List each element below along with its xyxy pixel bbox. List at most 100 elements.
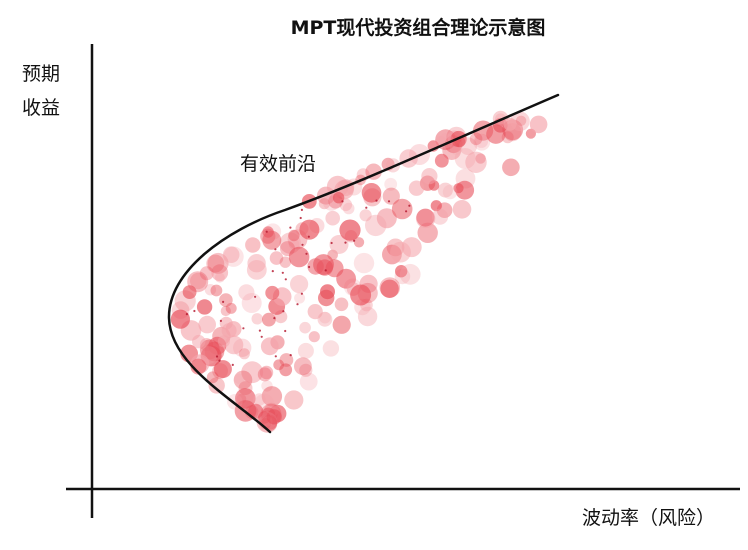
portfolio-dot [233, 370, 253, 390]
portfolio-dot [363, 188, 382, 207]
portfolio-dot [408, 180, 425, 196]
portfolio-dot [187, 271, 209, 293]
portfolio-dot [308, 331, 320, 343]
portfolio-speckle [185, 313, 188, 316]
portfolio-dot [246, 260, 267, 280]
portfolio-dot [199, 346, 218, 365]
portfolio-dot [415, 208, 436, 229]
portfolio-speckle [274, 248, 277, 251]
portfolio-dot [210, 284, 223, 297]
portfolio-dot [182, 285, 197, 299]
portfolio-dot [325, 210, 341, 226]
portfolio-dot [329, 235, 349, 254]
portfolio-dot [196, 299, 213, 315]
portfolio-dot [222, 246, 240, 263]
portfolio-dot [221, 323, 237, 339]
portfolio-speckle [307, 235, 310, 238]
portfolio-speckle [289, 226, 292, 229]
portfolio-dot [279, 353, 294, 367]
portfolio-dot [430, 200, 442, 212]
portfolio-dot [259, 365, 274, 380]
portfolio-dot [318, 289, 335, 307]
portfolio-dot [261, 380, 273, 392]
portfolio-dot [262, 312, 276, 327]
portfolio-dot [307, 258, 324, 275]
portfolio-dot [421, 168, 438, 185]
portfolio-dot [274, 310, 288, 324]
portfolio-dot [234, 373, 245, 384]
portfolio-dot [361, 183, 382, 203]
portfolio-dot [248, 403, 264, 419]
portfolio-dot [529, 115, 548, 134]
portfolio-cloud [170, 110, 548, 433]
portfolio-speckle [324, 269, 327, 272]
x-axis-label: 波动率（风险） [582, 507, 715, 529]
portfolio-dot [365, 214, 387, 237]
portfolio-speckle [273, 317, 276, 320]
portfolio-dot [279, 256, 291, 268]
portfolio-speckle [274, 355, 277, 358]
portfolio-speckle [330, 241, 333, 245]
portfolio-dot [474, 134, 489, 148]
portfolio-dot [417, 222, 438, 243]
portfolio-dot [380, 279, 399, 298]
portfolio-dot [395, 265, 408, 278]
portfolio-dot [379, 277, 401, 298]
portfolio-speckle [284, 329, 287, 333]
portfolio-speckle [405, 210, 408, 213]
portfolio-speckle [301, 243, 304, 246]
portfolio-speckle [254, 295, 257, 298]
portfolio-dot [469, 132, 483, 146]
portfolio-dot [224, 335, 244, 355]
portfolio-dot [350, 284, 372, 306]
portfolio-speckle [308, 265, 311, 269]
portfolio-dot [384, 177, 398, 191]
portfolio-dot [217, 335, 230, 348]
portfolio-dot [376, 208, 397, 229]
portfolio-dot [318, 198, 330, 210]
portfolio-speckle [375, 199, 378, 202]
portfolio-dot [391, 198, 413, 220]
portfolio-speckle [281, 271, 284, 274]
portfolio-speckle [265, 230, 268, 233]
portfolio-dot [261, 386, 283, 407]
portfolio-speckle [344, 241, 347, 244]
portfolio-speckle [341, 200, 344, 203]
portfolio-dot [332, 315, 351, 334]
portfolio-speckle [193, 309, 196, 313]
portfolio-dot [334, 297, 349, 312]
portfolio-speckle [300, 208, 303, 211]
portfolio-dot [245, 237, 261, 253]
portfolio-dot [437, 182, 453, 198]
portfolio-dot [359, 209, 372, 222]
portfolio-dot [211, 264, 229, 282]
portfolio-dot [204, 284, 217, 296]
portfolio-dot [434, 153, 449, 168]
portfolio-dot [401, 237, 422, 258]
portfolio-dot [206, 254, 225, 273]
portfolio-speckle [258, 329, 261, 332]
portfolio-dot [265, 285, 280, 300]
portfolio-speckle [231, 363, 234, 366]
portfolio-dot [332, 192, 345, 204]
portfolio-dot [199, 266, 214, 281]
portfolio-dot [382, 244, 402, 265]
portfolio-dot [465, 151, 487, 173]
portfolio-dot [213, 360, 232, 379]
portfolio-dot [273, 359, 285, 371]
portfolio-dot [219, 293, 233, 307]
portfolio-dot [416, 208, 435, 227]
portfolio-dot [382, 187, 400, 205]
portfolio-speckle [282, 310, 285, 313]
portfolio-speckle [365, 206, 368, 209]
portfolio-dot [357, 306, 378, 327]
portfolio-dot [353, 252, 375, 274]
portfolio-dot [251, 313, 263, 325]
portfolio-dot [208, 377, 225, 394]
portfolio-dot [502, 158, 520, 177]
y-axis-label-line1: 预期 [22, 63, 60, 85]
portfolio-dot [190, 358, 207, 375]
portfolio-dot [299, 321, 311, 334]
portfolio-dot [431, 208, 449, 225]
